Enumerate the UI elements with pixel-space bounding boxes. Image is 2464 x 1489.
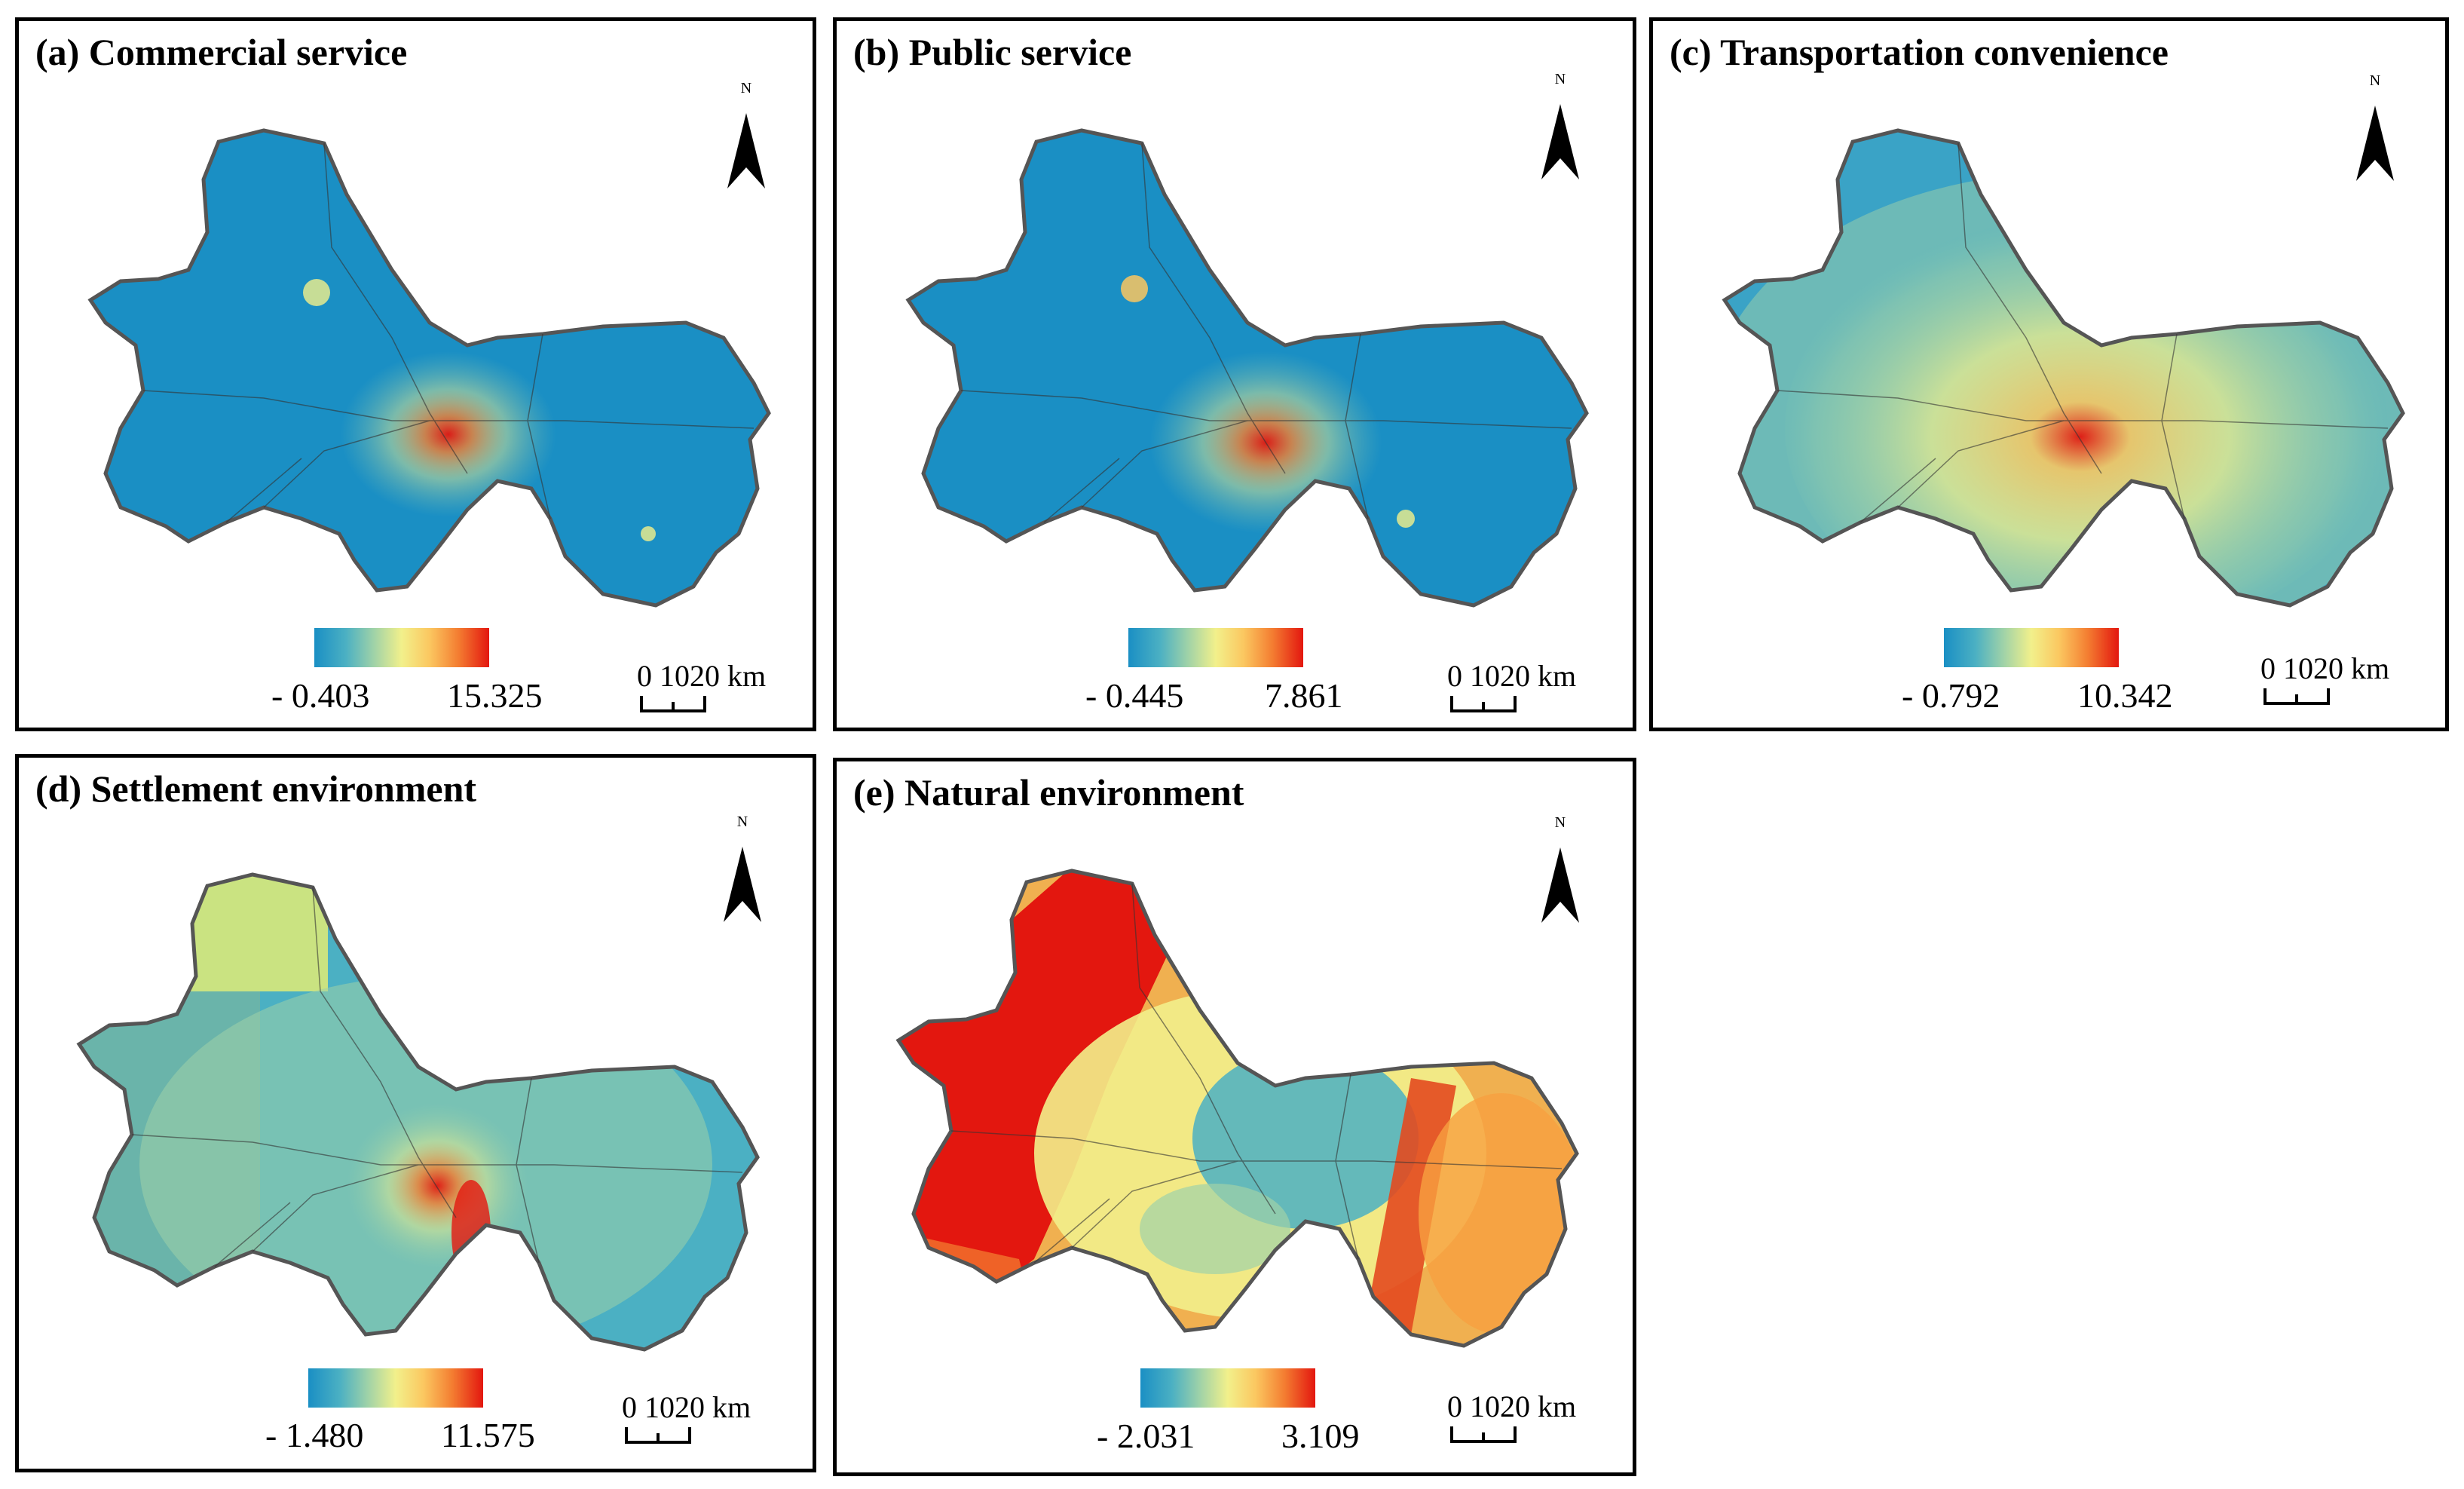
north-arrow: N [1538,814,1583,927]
panel-transportation-convenience: (c) Transportation convenience N - 0.792… [1649,17,2449,731]
scale-bar-label: 0 1020 km [622,1390,751,1424]
scale-bar [1450,1426,1517,1443]
legend-min-label: - 2.031 [1097,1417,1195,1455]
north-arrow: N [724,80,769,193]
panel-title: (d) Settlement environment [35,767,477,810]
legend-min-label: - 1.480 [265,1416,364,1454]
legend-min-label: - 0.792 [1902,676,2000,715]
scale-bar [625,1427,691,1444]
color-legend-bar [1140,1368,1315,1408]
panel-title: (e) Natural environment [853,771,1244,813]
choropleth-map [893,97,1617,639]
north-arrow: N [2352,72,2398,185]
color-legend-bar [308,1368,483,1408]
choropleth-map [1709,97,2433,639]
legend-max-label: 10.342 [2077,676,2173,715]
choropleth-map [883,837,1607,1380]
choropleth-map [75,97,799,639]
legend-max-label: 15.325 [447,676,543,715]
north-arrow: N [720,813,765,927]
scale-bar [640,696,706,712]
scale-bar-label: 0 1020 km [1447,1389,1577,1423]
scale-bar-label: 0 1020 km [2260,651,2390,685]
panel-commercial-service: (a) Commercial service N - 0.403 15.325 … [15,17,816,731]
legend-min-label: - 0.445 [1085,676,1184,715]
north-arrow-icon [1541,847,1579,923]
scale-bar-label: 0 1020 km [1447,659,1577,693]
scale-bar [1450,696,1517,712]
color-legend-bar [1128,628,1303,667]
color-legend-bar [1944,628,2119,667]
panel-title: (c) Transportation convenience [1670,31,2169,73]
north-arrow: N [1538,71,1583,184]
panel-settlement-environment: (d) Settlement environment N - 1.480 11.… [15,754,816,1472]
north-arrow-icon [727,113,765,188]
scale-bar [2264,688,2330,705]
north-arrow-icon [2356,106,2394,181]
north-arrow-icon [724,847,761,922]
legend-min-label: - 0.403 [271,676,370,715]
scale-bar-label: 0 1020 km [637,659,767,693]
legend-max-label: 7.861 [1265,676,1343,715]
panel-title: (a) Commercial service [35,31,408,73]
panel-natural-environment: (e) Natural environment N - 2.031 3.109 … [833,758,1636,1476]
color-legend-bar [314,628,489,667]
legend-max-label: 3.109 [1281,1417,1360,1455]
legend-max-label: 11.575 [441,1416,535,1454]
panel-public-service: (b) Public service N - 0.445 7.861 0 102… [833,17,1636,731]
choropleth-map [64,841,788,1383]
north-arrow-icon [1541,104,1579,179]
panel-title: (b) Public service [853,31,1132,73]
